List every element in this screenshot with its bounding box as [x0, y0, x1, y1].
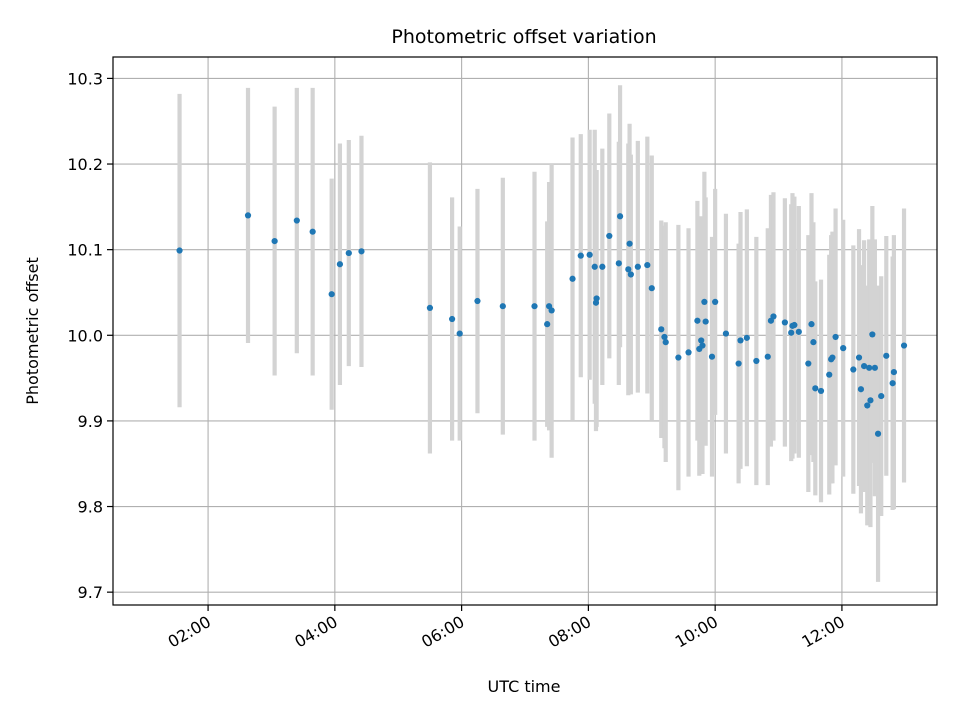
- y-tick-label: 9.8: [78, 498, 103, 517]
- data-point: [829, 354, 836, 361]
- data-point: [850, 366, 857, 373]
- data-point: [661, 333, 668, 341]
- data-point: [737, 337, 744, 344]
- data-point: [871, 364, 878, 371]
- data-point: [271, 237, 278, 245]
- data-point: [840, 345, 847, 352]
- data-point: [615, 260, 622, 267]
- data-point: [866, 364, 873, 371]
- data-point: [176, 247, 183, 254]
- data-point: [244, 212, 252, 219]
- data-point: [685, 349, 692, 356]
- data-point: [293, 217, 300, 224]
- data-point: [474, 297, 481, 305]
- y-tick-label: 10.0: [67, 326, 103, 345]
- y-tick-label: 10.1: [67, 241, 103, 260]
- data-point: [593, 295, 600, 302]
- data-point: [345, 249, 352, 257]
- data-point: [591, 263, 598, 270]
- data-point: [358, 248, 365, 255]
- data-point: [791, 321, 798, 329]
- data-point: [810, 339, 817, 346]
- data-point: [426, 304, 434, 311]
- data-point: [606, 232, 613, 240]
- chart-title: Photometric offset variation: [391, 26, 656, 48]
- data-point: [694, 317, 701, 324]
- data-point: [832, 333, 839, 341]
- data-point: [812, 385, 819, 392]
- data-point: [328, 291, 335, 298]
- data-point: [826, 371, 833, 378]
- data-point: [548, 307, 555, 314]
- data-point: [634, 263, 641, 270]
- data-point: [577, 252, 584, 259]
- data-point: [626, 240, 633, 247]
- data-point: [900, 342, 908, 349]
- data-point: [701, 298, 708, 305]
- data-point: [878, 392, 885, 400]
- data-points: [176, 212, 908, 437]
- data-point: [675, 354, 682, 361]
- data-point: [781, 319, 788, 326]
- data-point: [722, 330, 730, 337]
- data-point: [864, 402, 871, 409]
- data-point: [662, 339, 669, 346]
- x-axis-title: UTC time: [488, 677, 561, 696]
- data-point: [648, 285, 655, 292]
- data-point: [699, 342, 706, 349]
- data-point: [616, 213, 624, 220]
- data-point: [644, 261, 651, 269]
- y-tick-label: 10.3: [67, 69, 103, 88]
- data-point: [658, 326, 665, 333]
- data-point: [735, 360, 742, 367]
- data-point: [698, 337, 705, 344]
- data-point: [857, 386, 865, 393]
- y-tick-label: 10.2: [67, 155, 103, 174]
- data-point: [586, 251, 593, 258]
- data-point: [883, 352, 890, 359]
- y-tick-label: 9.7: [78, 583, 103, 602]
- data-point: [753, 357, 760, 365]
- data-point: [890, 369, 897, 376]
- data-point: [544, 321, 551, 328]
- data-point: [795, 328, 802, 335]
- y-axis-title: Photometric offset: [23, 257, 42, 405]
- data-point: [456, 330, 463, 337]
- data-point: [817, 387, 825, 395]
- data-point: [743, 334, 750, 341]
- data-point: [764, 353, 771, 360]
- data-point: [599, 263, 606, 270]
- y-tick-label: 9.9: [78, 412, 103, 431]
- data-point: [770, 313, 777, 320]
- data-point: [708, 353, 716, 360]
- data-point: [499, 303, 506, 310]
- data-point: [712, 298, 719, 305]
- data-point: [808, 321, 815, 328]
- y-axis-ticks: 9.7 9.8 9.9 10.0 10.1 10.2 10.3: [67, 69, 113, 602]
- data-point: [569, 275, 576, 282]
- data-point: [627, 271, 634, 278]
- data-point: [702, 318, 709, 325]
- data-point: [855, 354, 863, 361]
- data-point: [531, 303, 538, 310]
- data-point: [625, 266, 632, 273]
- data-point: [309, 228, 316, 235]
- data-point: [889, 380, 896, 387]
- data-point: [449, 315, 456, 323]
- data-point: [861, 363, 868, 370]
- data-point: [788, 329, 795, 336]
- plot-frame: [112, 56, 938, 606]
- data-point: [336, 261, 344, 268]
- data-point: [805, 360, 812, 367]
- data-point: [869, 331, 876, 338]
- data-point: [874, 430, 882, 437]
- data-point: [867, 397, 874, 404]
